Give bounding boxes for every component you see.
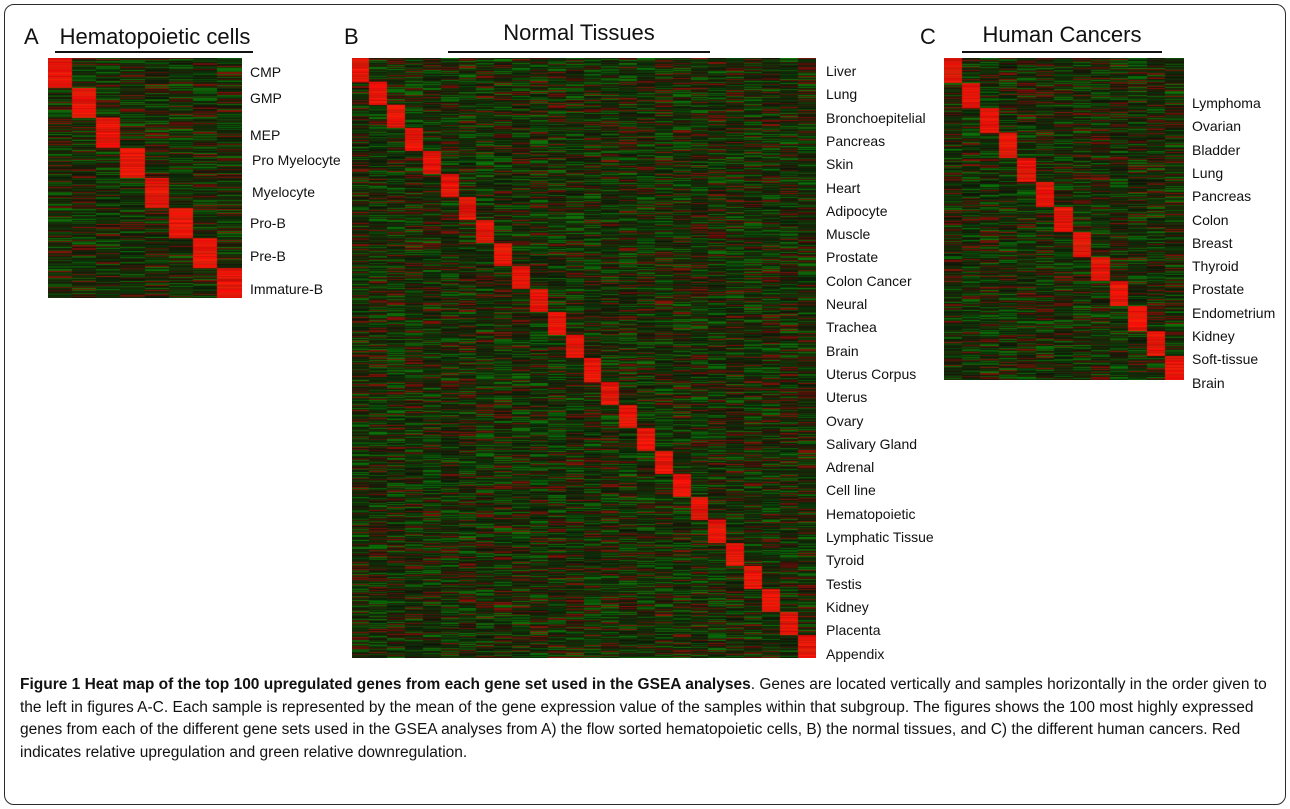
panel-c-title-underline [962, 51, 1162, 53]
panel-b-label: Testis [826, 575, 862, 592]
panel-b-label: Colon Cancer [826, 272, 912, 289]
panel-b-label: Adrenal [826, 459, 875, 476]
panel-a-label: Pro-B [250, 215, 286, 231]
panel-a-label: Pre-B [250, 248, 286, 264]
panel-a-letter: A [24, 24, 39, 49]
panel-b-label: Salivary Gland [826, 435, 918, 452]
panel-b-label: Uterus Corpus [826, 365, 917, 382]
panel-a-label: Immature-B [250, 281, 324, 297]
panel-c-label: Endometrium [1192, 304, 1276, 321]
panel-c-label: Prostate [1192, 281, 1245, 298]
panel-b-label: Brain [826, 342, 859, 359]
panel-c-letter: C [920, 24, 936, 49]
panel-b-letter: B [344, 24, 359, 49]
panel-a-heatmap [48, 58, 242, 298]
panel-c-label: Kidney [1192, 328, 1235, 344]
panel-a-label: Myelocyte [252, 184, 316, 200]
panel-b-label: Heart [826, 179, 861, 196]
panel-b-title-underline [448, 51, 710, 53]
panel-c-label: Thyroid [1192, 258, 1239, 275]
panel-c-label: Soft-tissue [1192, 351, 1259, 368]
panel-a-label: CMP [250, 64, 282, 80]
panel-c-label: Pancreas [1192, 188, 1252, 205]
panel-b-label: Liver [826, 63, 857, 79]
panel-b-label: Uterus [826, 389, 868, 406]
figure-frame [4, 4, 1286, 805]
panel-b-label: Lung [826, 86, 858, 103]
panel-b-label: Tyroid [826, 552, 865, 569]
panel-c-label: Ovarian [1192, 118, 1242, 135]
panel-b-label: Skin [826, 156, 854, 173]
panel-a-label: Pro Myelocyte [252, 152, 341, 168]
panel-b-label: Prostate [826, 249, 879, 266]
panel-b-label: Neural [826, 296, 868, 312]
panel-c-heatmap [944, 58, 1184, 380]
panel-a-title-underline [55, 51, 253, 53]
panel-c-label: Bladder [1192, 141, 1241, 158]
panel-b-label: Placenta [826, 622, 881, 639]
panel-b-label: Lymphatic Tissue [826, 529, 934, 545]
caption-body: . Genes are located vertically and sampl… [20, 676, 1267, 761]
caption-title: Figure 1 Heat map of the top 100 upregul… [20, 676, 751, 693]
panel-a-label: GMP [250, 90, 282, 106]
panel-b-label: Adipocyte [826, 202, 888, 219]
panel-b-label: Muscle [826, 226, 871, 243]
panel-b-label: Bronchoepitelial [826, 109, 926, 126]
panel-b-label: Hematopoietic [826, 505, 916, 522]
panel-b-label: Cell line [826, 482, 876, 499]
panel-c-label: Brain [1192, 374, 1225, 391]
panel-c-label: Breast [1192, 234, 1233, 251]
panel-b-label: Kidney [826, 598, 869, 615]
panel-b-heatmap [352, 58, 816, 658]
panel-b-label: Trachea [826, 319, 877, 336]
figure-caption: Figure 1 Heat map of the top 100 upregul… [20, 674, 1270, 764]
panel-b-title: Normal Tissues [503, 20, 655, 45]
panel-c-label: Lung [1192, 164, 1224, 181]
panel-a-title: Hematopoietic cells [59, 24, 251, 49]
panel-c-label: Colon [1192, 211, 1229, 228]
panel-b-label: Appendix [826, 645, 885, 662]
panel-b-label: Pancreas [826, 132, 886, 149]
panel-a-label: MEP [250, 127, 281, 143]
panel-b-label: Ovary [826, 412, 864, 429]
panel-c-label: Lymphoma [1192, 95, 1261, 111]
panel-c-title: Human Cancers [982, 22, 1142, 47]
